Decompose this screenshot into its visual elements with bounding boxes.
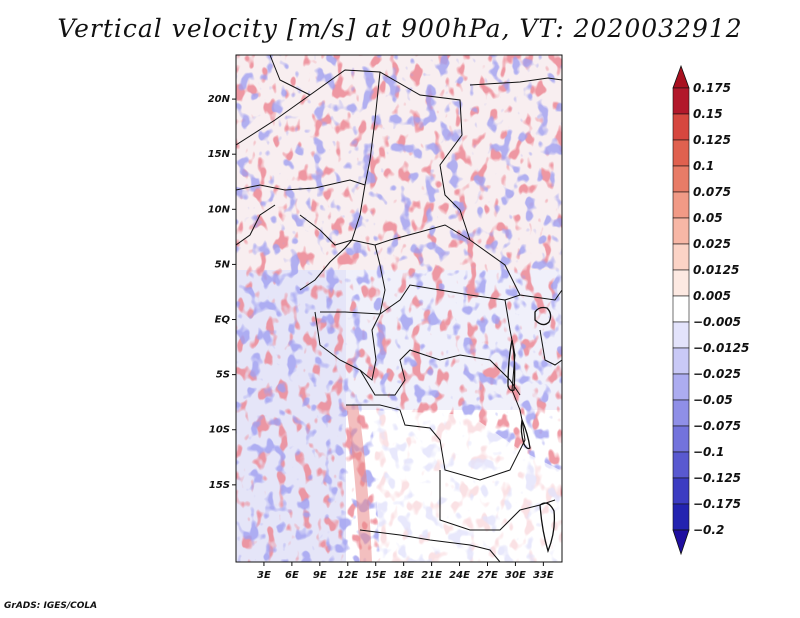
country-border [351,71,381,241]
colorbar-swatch [672,295,690,323]
colorbar-swatch [672,503,690,531]
country-border [469,77,562,86]
lon-tick-label: 33E [533,570,554,581]
colorbar-bottom-arrow [672,529,690,556]
map-frame [235,54,563,563]
colorbar-label: −0.075 [693,419,741,433]
lon-tick-label: 27E [477,570,498,581]
colorbar-label: 0.025 [693,237,731,251]
country-border [314,311,381,381]
colorbar-label: −0.0125 [693,341,749,355]
lon-tick-label: 9E [313,570,327,581]
colorbar-swatch [672,217,690,245]
colorbar-swatch [672,321,690,349]
colorbar-swatch [672,399,690,427]
country-border [320,244,386,315]
colorbar-swatch [672,87,690,115]
colorbar-label: −0.1 [693,445,724,459]
lon-tick-label: 30E [505,570,526,581]
colorbar-swatch [672,165,690,193]
lat-tick-label: 10S [209,425,230,436]
country-border [236,69,562,301]
colorbar-label: −0.025 [693,367,741,381]
colorbar-label: −0.05 [693,393,733,407]
lat-tick-label: 15N [208,149,231,160]
lat-tick-label: 10N [208,204,231,215]
lon-tick-label: 24E [449,570,470,581]
colorbar-top-arrow [672,64,690,89]
lon-tick-label: 12E [337,570,358,581]
vertical-velocity-field [236,55,562,562]
colorbar-swatch [672,269,690,297]
plot-title: Vertical velocity [m/s] at 900hPa, VT: 2… [57,14,743,43]
lat-tick-label: 20N [208,94,231,105]
country-border [359,349,521,396]
lon-tick-label: 15E [365,570,386,581]
country-border [346,404,526,481]
colorbar-label: −0.005 [693,315,741,329]
colorbar-swatch [672,191,690,219]
country-border [539,329,562,366]
country-border [299,239,353,291]
colorbar-label: −0.125 [693,471,741,485]
colorbar-swatch [672,477,690,505]
colorbar-label: 0.15 [693,107,723,121]
lake-outline [539,502,556,553]
country-border [504,299,523,421]
lon-tick-label: 6E [285,570,299,581]
lat-tick-label: EQ [215,315,231,326]
colorbar-swatch [672,451,690,479]
axis-ticks: 3E 6E 9E 12E 15E 18E 21E 24E 27E 30E 33E 20N 15N 10N 5… [208,94,554,581]
lake-outline [534,306,552,326]
colorbar-swatch [672,113,690,141]
country-border [269,55,311,96]
colorbar-label: 0.075 [693,185,731,199]
country-border [359,529,501,562]
colorbar-swatch [672,243,690,271]
colorbar-label: −0.175 [693,497,741,511]
colorbar-label: 0.1 [693,159,714,173]
colorbar-label: 0.175 [693,81,731,95]
lat-tick-label: 15S [209,480,230,491]
colorbar-label: 0.05 [693,211,723,225]
lon-tick-label: 18E [393,570,414,581]
colorbar-swatch [672,373,690,401]
lon-tick-label: 3E [257,570,271,581]
colorbar-label: 0.005 [693,289,731,303]
lon-tick-label: 21E [421,570,442,581]
colorbar-swatch [672,139,690,167]
lat-tick-label: 5N [215,259,231,270]
lake-outline [520,417,531,450]
colorbar-label: 0.0125 [693,263,739,277]
country-border [236,204,276,246]
lat-tick-label: 5S [216,370,230,381]
colorbar-label: −0.2 [693,523,724,537]
colorbar-swatch [672,347,690,375]
colorbar-label: 0.125 [693,133,731,147]
colorbar: 0.175 0.15 0.125 0.1 0.075 0.05 0.025 0.0125 0.0… [672,64,749,556]
country-border [236,179,366,191]
lake-outline [507,339,516,392]
colorbar-swatch [672,425,690,453]
grads-credit: GrADS: IGES/COLA [4,601,98,611]
